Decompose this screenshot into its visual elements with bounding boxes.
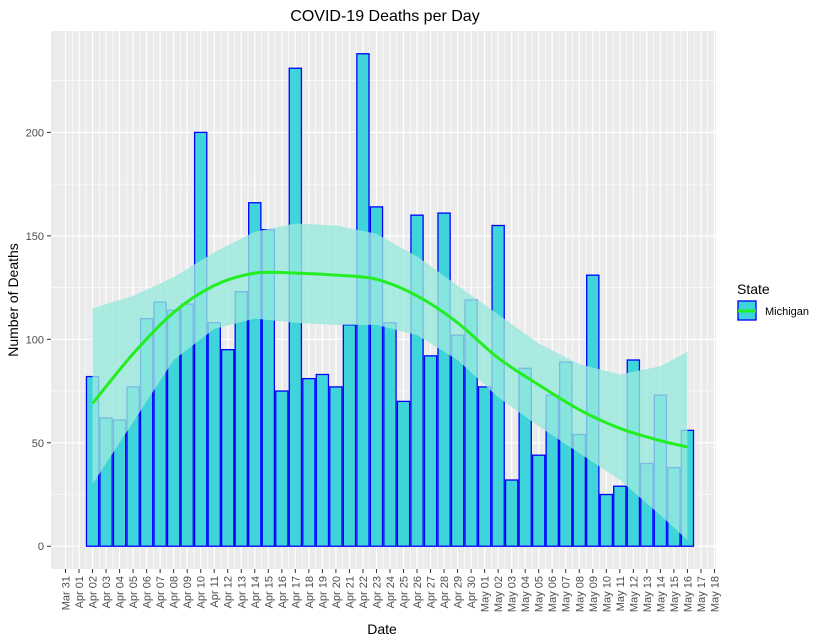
x-tick-label: Apr 29: [453, 576, 465, 608]
x-tick-label: Apr 13: [236, 576, 248, 608]
legend: State Michigan: [737, 281, 809, 321]
x-tick-label: Apr 09: [182, 576, 194, 608]
bar-apr-25: [396, 400, 411, 547]
y-axis: 0 50 100 150 200: [26, 127, 51, 553]
x-tick-label: May 18: [709, 576, 721, 612]
x-tick-label: Apr 07: [155, 576, 167, 608]
bar-may-10: [599, 493, 614, 547]
x-tick-label: Apr 26: [412, 576, 424, 608]
plot-panel: [51, 31, 716, 569]
x-tick-label: Apr 02: [88, 576, 100, 608]
bar-may-11: [613, 485, 627, 547]
x-tick-label: May 11: [615, 576, 627, 611]
x-tick-label: May 06: [547, 576, 559, 612]
bar-apr-24: [383, 322, 397, 547]
x-tick-label: May 15: [669, 576, 681, 612]
x-axis-title: Date: [367, 621, 397, 637]
bar-apr-16: [275, 390, 289, 547]
x-tick-label: Apr 20: [331, 576, 343, 608]
bar-apr-12: [220, 349, 235, 547]
y-tick-label: 50: [32, 438, 44, 450]
x-tick-label: Apr 25: [399, 576, 411, 608]
x-tick-label: May 13: [642, 576, 654, 612]
x-tick-label: May 03: [507, 576, 519, 612]
x-tick-label: Apr 08: [169, 576, 181, 608]
x-tick-label: Apr 22: [358, 576, 370, 608]
bar-apr-11: [207, 322, 221, 547]
bar-may-03: [504, 479, 519, 547]
x-tick-label: Apr 27: [426, 576, 438, 608]
x-tick-label: Apr 21: [344, 576, 356, 608]
x-tick-label: May 04: [520, 576, 532, 612]
x-tick-label: May 02: [493, 576, 505, 612]
confidence-ribbon: [92, 223, 688, 541]
y-tick-label: 100: [26, 334, 44, 346]
x-tick-label: May 07: [561, 576, 573, 612]
bar-apr-18: [302, 377, 316, 547]
x-tick-label: May 09: [588, 576, 600, 612]
bar-may-05: [531, 454, 546, 547]
x-tick-label: Apr 12: [223, 576, 235, 608]
bar-apr-19: [315, 373, 330, 547]
x-tick-label: Apr 10: [196, 576, 208, 608]
bar-apr-13: [234, 291, 249, 547]
x-tick-label: Apr 18: [304, 576, 316, 608]
x-tick-label: May 08: [574, 576, 586, 612]
x-tick-label: May 16: [682, 576, 694, 612]
x-tick-label: Apr 03: [101, 576, 113, 608]
x-tick-label: Apr 24: [385, 576, 397, 608]
bar-apr-29: [450, 334, 465, 547]
x-axis: Mar 31 Apr 01 Apr 02 Apr 03 Apr 04 Apr 05 Apr …: [61, 569, 721, 612]
x-tick-label: Apr 04: [115, 576, 127, 608]
y-tick-label: 150: [26, 231, 44, 243]
x-tick-label: May 10: [601, 576, 613, 612]
legend-title: State: [737, 281, 770, 297]
chart-title: COVID-19 Deaths per Day: [290, 8, 479, 25]
x-tick-label: Apr 19: [317, 576, 329, 608]
x-tick-label: Apr 23: [371, 576, 383, 608]
x-tick-label: Mar 31: [61, 576, 73, 610]
x-tick-label: Apr 28: [439, 576, 451, 608]
x-tick-label: Apr 11: [209, 576, 221, 608]
bar-may-01: [477, 386, 492, 547]
legend-label-michigan: Michigan: [765, 306, 809, 318]
x-tick-label: Apr 01: [74, 576, 86, 608]
smooth-line-michigan: [91, 270, 688, 449]
x-tick-label: Apr 05: [128, 576, 140, 608]
y-axis-title: Number of Deaths: [5, 243, 21, 357]
bar-apr-21: [342, 324, 357, 547]
y-tick-label: 200: [26, 127, 44, 139]
x-tick-label: Apr 16: [277, 576, 289, 608]
x-tick-label: May 17: [696, 576, 708, 612]
bar-apr-27: [423, 355, 438, 547]
x-tick-label: Apr 15: [263, 576, 275, 608]
x-tick-label: May 14: [655, 576, 667, 612]
x-tick-label: May 12: [628, 576, 640, 612]
y-tick-label: 0: [38, 541, 44, 553]
bar-apr-28: [437, 212, 451, 547]
x-tick-label: Apr 06: [142, 576, 154, 608]
x-tick-label: Apr 14: [250, 576, 262, 608]
bar-apr-20: [329, 386, 343, 547]
x-tick-label: Apr 30: [466, 576, 478, 608]
x-tick-label: May 01: [480, 576, 492, 612]
x-tick-label: May 05: [534, 576, 546, 612]
x-tick-label: Apr 17: [290, 576, 302, 608]
